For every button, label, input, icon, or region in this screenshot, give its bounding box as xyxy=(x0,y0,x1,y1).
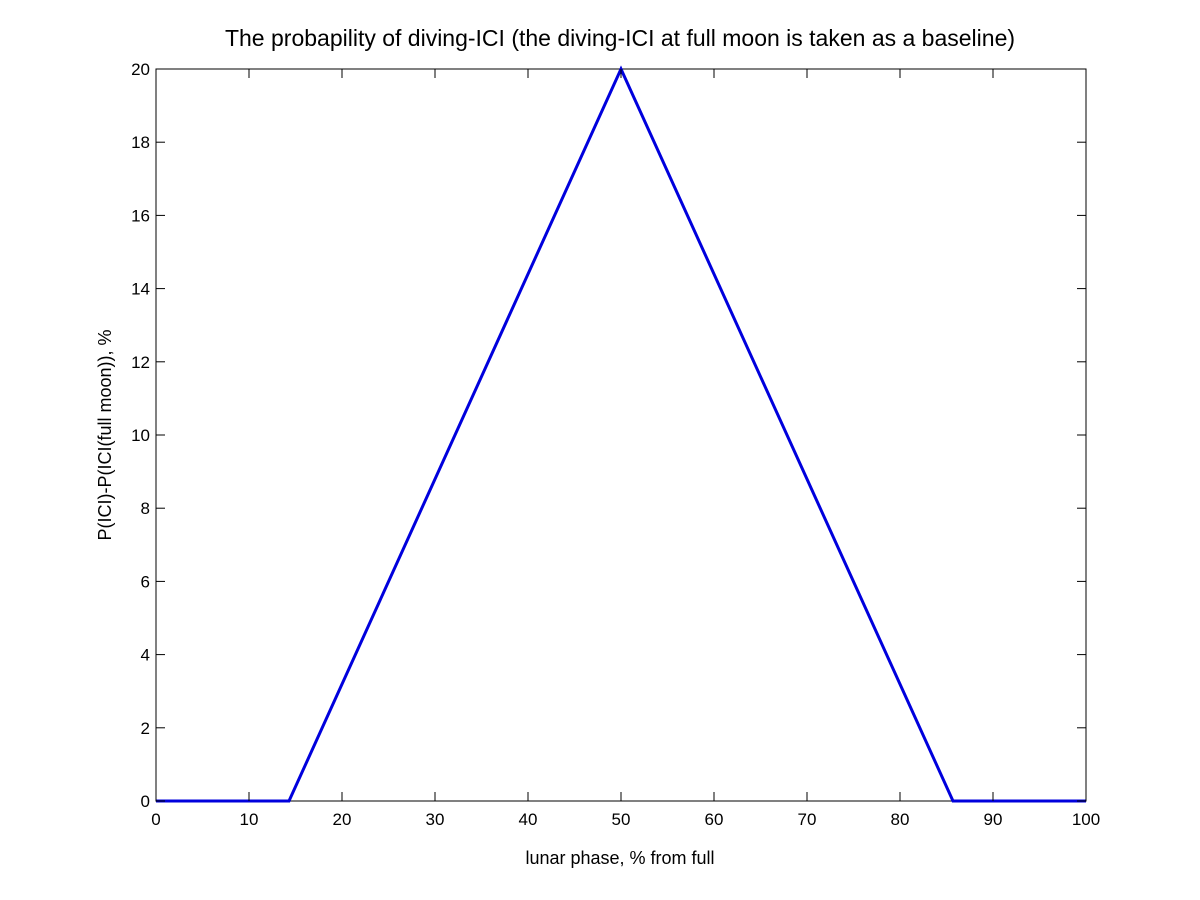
x-tick-label: 40 xyxy=(519,810,538,829)
x-tick-label: 30 xyxy=(426,810,445,829)
y-axis-label: P(ICI)-P(ICI(full moon)), % xyxy=(95,329,115,540)
y-tick-label: 4 xyxy=(141,646,150,665)
y-tick-label: 6 xyxy=(141,572,150,591)
ticks-layer: 0 10 20 30 40 50 60 70 80 90 100 0 2 4 6 8 10 12 14 16 18 20 xyxy=(131,60,1100,829)
x-tick-label: 20 xyxy=(333,810,352,829)
x-tick-label: 80 xyxy=(891,810,910,829)
plot-area xyxy=(155,68,1087,802)
y-tick-label: 8 xyxy=(141,499,150,518)
x-tick-label: 10 xyxy=(240,810,259,829)
x-axis-label: lunar phase, % from full xyxy=(525,848,714,868)
y-tick-label: 2 xyxy=(141,719,150,738)
x-tick-label: 90 xyxy=(984,810,1003,829)
y-tick-label: 12 xyxy=(131,353,150,372)
y-tick-label: 10 xyxy=(131,426,150,445)
y-tick-label: 0 xyxy=(141,792,150,811)
x-tick-label: 0 xyxy=(151,810,160,829)
x-tick-label: 50 xyxy=(612,810,631,829)
y-tick-label: 14 xyxy=(131,280,150,299)
x-tick-label: 100 xyxy=(1072,810,1100,829)
y-tick-label: 16 xyxy=(131,206,150,225)
x-tick-label: 60 xyxy=(705,810,724,829)
chart-title: The probapility of diving-ICI (the divin… xyxy=(225,25,1015,51)
y-tick-label: 20 xyxy=(131,60,150,79)
y-tick-label: 18 xyxy=(131,133,150,152)
x-tick-label: 70 xyxy=(798,810,817,829)
